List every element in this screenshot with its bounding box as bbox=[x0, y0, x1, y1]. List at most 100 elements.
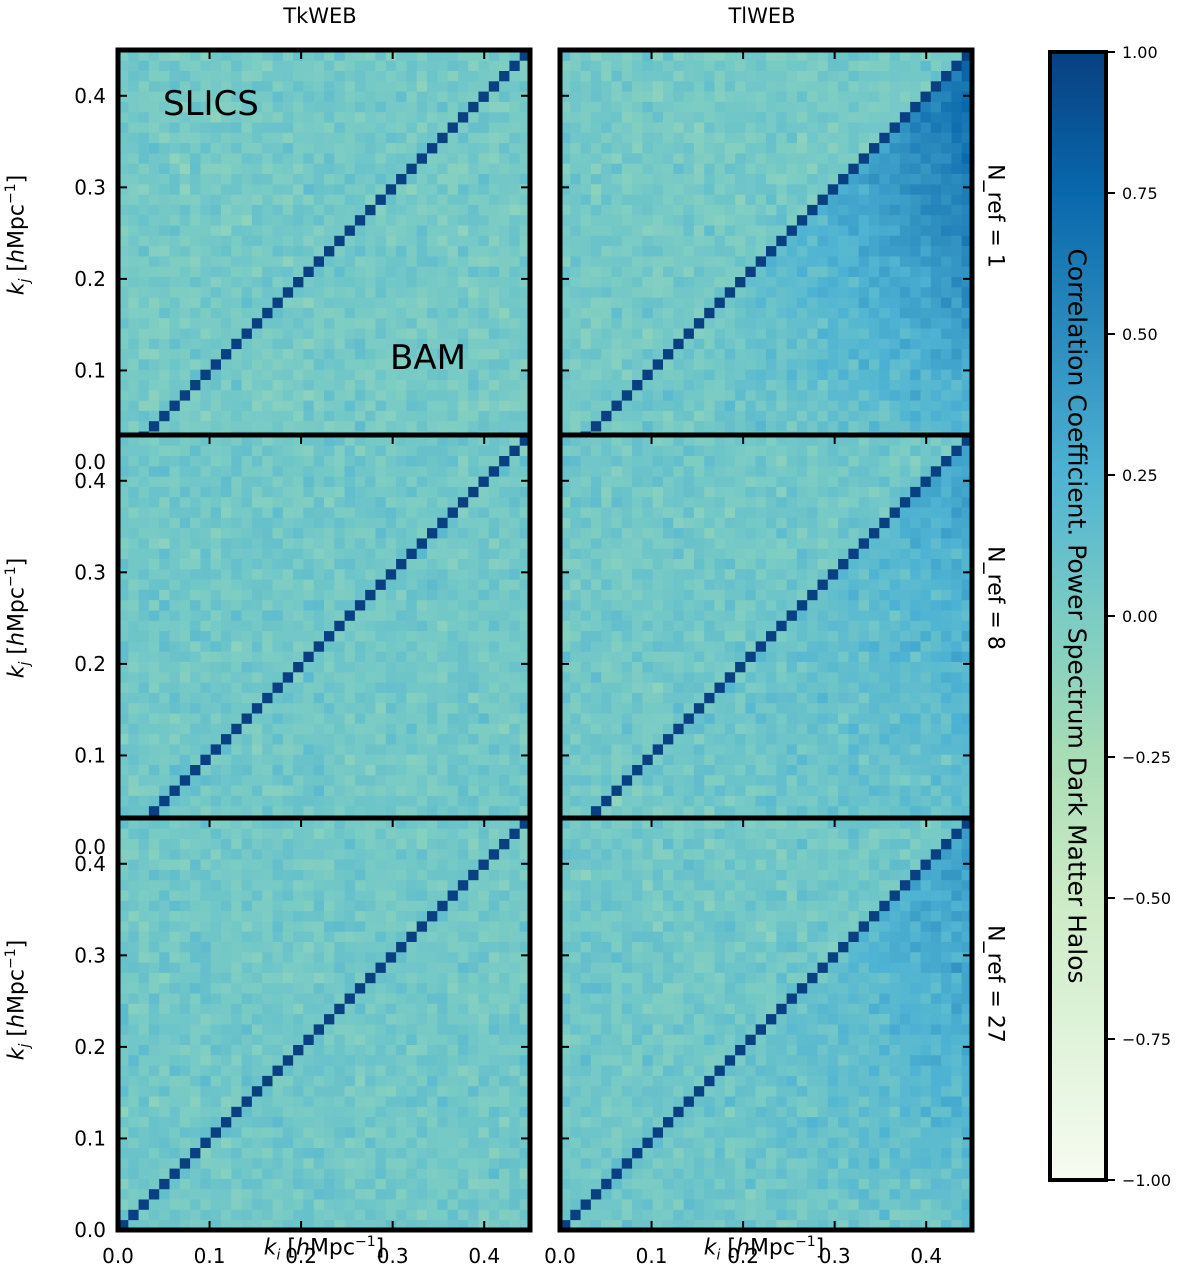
heatmap-cell bbox=[448, 507, 459, 518]
heatmap-cell bbox=[489, 631, 500, 642]
heatmap-cell bbox=[458, 390, 469, 401]
heatmap-cell bbox=[231, 338, 242, 349]
heatmap-cell bbox=[931, 225, 942, 236]
heatmap-cell bbox=[365, 390, 376, 401]
heatmap-cell bbox=[838, 400, 849, 411]
heatmap-cell bbox=[128, 143, 139, 154]
heatmap-cell bbox=[365, 338, 376, 349]
heatmap-cell bbox=[149, 487, 160, 498]
heatmap-cell bbox=[221, 225, 232, 236]
heatmap-cell bbox=[848, 328, 859, 339]
heatmap-cell bbox=[468, 297, 479, 308]
heatmap-cell bbox=[200, 538, 211, 549]
heatmap-cell bbox=[149, 631, 160, 642]
heatmap-cell bbox=[509, 785, 520, 796]
heatmap-cell bbox=[663, 338, 674, 349]
heatmap-cell bbox=[612, 122, 623, 133]
heatmap-cell bbox=[941, 349, 952, 360]
heatmap-cell bbox=[211, 266, 222, 277]
heatmap-cell bbox=[458, 517, 469, 528]
heatmap-cell bbox=[499, 456, 510, 467]
heatmap-cell bbox=[591, 194, 602, 205]
heatmap-cell bbox=[417, 466, 428, 477]
heatmap-cell bbox=[293, 744, 304, 755]
heatmap-cell bbox=[653, 112, 664, 123]
heatmap-cell bbox=[458, 143, 469, 154]
heatmap-cell bbox=[139, 132, 150, 143]
heatmap-cell bbox=[149, 610, 160, 621]
heatmap-cell bbox=[499, 369, 510, 380]
heatmap-cell bbox=[334, 548, 345, 559]
heatmap-cell bbox=[869, 256, 880, 267]
heatmap-cell bbox=[128, 112, 139, 123]
heatmap-cell bbox=[725, 71, 736, 82]
heatmap-cell bbox=[303, 132, 314, 143]
heatmap-cell bbox=[601, 215, 612, 226]
heatmap-cell bbox=[479, 390, 490, 401]
heatmap-cell bbox=[570, 112, 581, 123]
heatmap-cell bbox=[458, 487, 469, 498]
heatmap-cell bbox=[149, 765, 160, 776]
heatmap-cell bbox=[437, 163, 448, 174]
heatmap-cell bbox=[180, 796, 191, 807]
heatmap-cell bbox=[303, 287, 314, 298]
heatmap-cell bbox=[221, 456, 232, 467]
heatmap-cell bbox=[180, 579, 191, 590]
heatmap-cell bbox=[345, 641, 356, 652]
heatmap-cell bbox=[242, 266, 253, 277]
heatmap-cell bbox=[211, 400, 222, 411]
heatmap-cell bbox=[458, 507, 469, 518]
heatmap-cell bbox=[859, 297, 870, 308]
heatmap-cell bbox=[355, 620, 366, 631]
heatmap-cell bbox=[200, 517, 211, 528]
heatmap-cell bbox=[448, 548, 459, 559]
heatmap-cell bbox=[797, 102, 808, 113]
heatmap-cell bbox=[273, 277, 284, 288]
heatmap-cell bbox=[128, 122, 139, 133]
heatmap-cell bbox=[128, 318, 139, 329]
heatmap-cell bbox=[458, 205, 469, 216]
heatmap-cell bbox=[200, 318, 211, 329]
heatmap-cell bbox=[149, 91, 160, 102]
heatmap-cell bbox=[581, 184, 592, 195]
heatmap-cell bbox=[725, 215, 736, 226]
heatmap-cell bbox=[756, 287, 767, 298]
heatmap-cell bbox=[838, 184, 849, 195]
heatmap-cell bbox=[951, 235, 962, 246]
heatmap-cell bbox=[293, 796, 304, 807]
heatmap-cell bbox=[159, 559, 170, 570]
heatmap-cell bbox=[334, 81, 345, 92]
heatmap-cell bbox=[715, 205, 726, 216]
heatmap-cell bbox=[468, 112, 479, 123]
heatmap-cell bbox=[427, 143, 438, 154]
heatmap-cell bbox=[437, 559, 448, 570]
heatmap-cell bbox=[879, 411, 890, 422]
heatmap-cell bbox=[479, 590, 490, 601]
heatmap-cell bbox=[499, 538, 510, 549]
heatmap-cell bbox=[180, 153, 191, 164]
heatmap-cell bbox=[139, 662, 150, 673]
heatmap-cell bbox=[417, 517, 428, 528]
heatmap-cell bbox=[787, 277, 798, 288]
heatmap-cell bbox=[931, 71, 942, 82]
heatmap-cell bbox=[273, 569, 284, 580]
heatmap-cell bbox=[807, 215, 818, 226]
heatmap-cell bbox=[941, 235, 952, 246]
heatmap-cell bbox=[396, 225, 407, 236]
heatmap-cell bbox=[211, 194, 222, 205]
heatmap-cell bbox=[910, 122, 921, 133]
heatmap-cell bbox=[437, 662, 448, 673]
heatmap-cell bbox=[334, 641, 345, 652]
heatmap-cell bbox=[211, 390, 222, 401]
heatmap-cell bbox=[170, 266, 181, 277]
heatmap-cell bbox=[499, 548, 510, 559]
heatmap-cell bbox=[694, 349, 705, 360]
heatmap-cell bbox=[283, 225, 294, 236]
heatmap-cell bbox=[468, 590, 479, 601]
heatmap-cell bbox=[581, 143, 592, 154]
heatmap-cell bbox=[921, 411, 932, 422]
heatmap-cell bbox=[231, 349, 242, 360]
heatmap-cell bbox=[910, 205, 921, 216]
heatmap-cell bbox=[417, 528, 428, 539]
heatmap-cell bbox=[314, 91, 325, 102]
